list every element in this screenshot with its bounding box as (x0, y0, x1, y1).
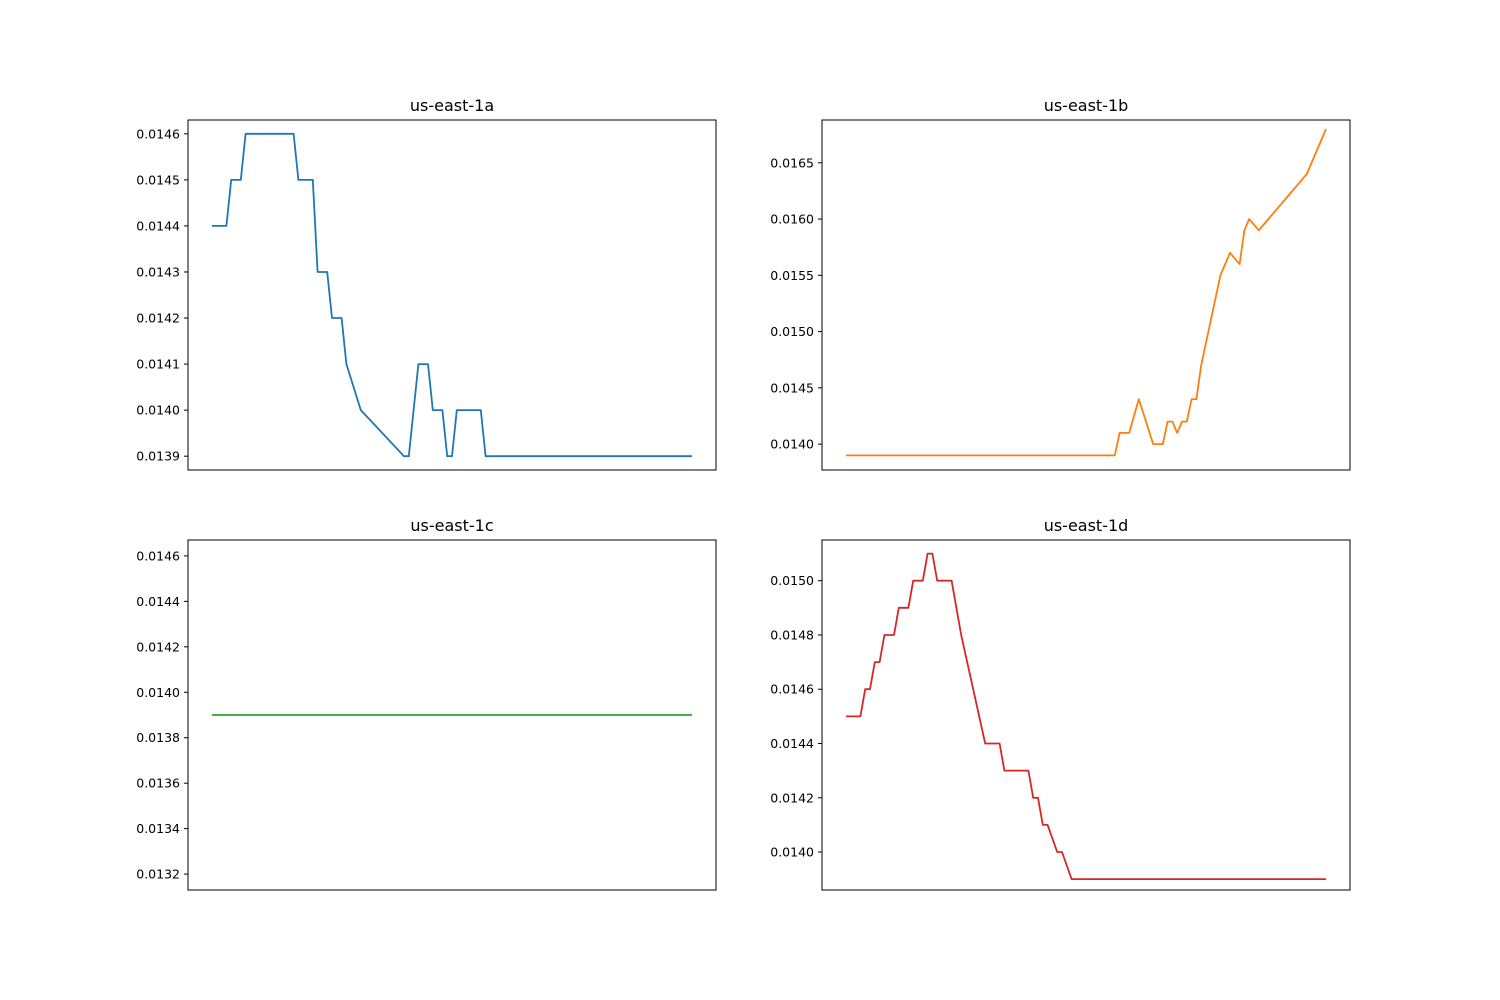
y-tick-label: 0.0165 (770, 155, 814, 170)
y-tick-label: 0.0144 (136, 218, 180, 233)
subplot-title: us-east-1a (410, 96, 494, 115)
y-tick-label: 0.0142 (770, 790, 814, 805)
axes-frame (821, 539, 1351, 891)
subplot-1: us-east-1a 0.0139 0.0140 0.0141 0.0142 0.0143… (136, 96, 717, 471)
axes-frame (821, 119, 1351, 471)
y-tick-label: 0.0140 (136, 685, 180, 700)
y-tick-label: 0.0139 (136, 449, 180, 464)
y-tick-label: 0.0144 (136, 594, 180, 609)
y-tick-label: 0.0140 (136, 403, 180, 418)
subplot-title: us-east-1c (410, 516, 493, 535)
y-tick-label: 0.0148 (770, 627, 814, 642)
series-line (846, 552, 1326, 880)
y-tick-label: 0.0146 (136, 126, 180, 141)
y-tick-label: 0.0145 (770, 380, 814, 395)
y-tick-label: 0.0145 (136, 172, 180, 187)
y-tick-label: 0.0138 (136, 730, 180, 745)
y-tick-label: 0.0136 (136, 776, 180, 791)
y-tick-label: 0.0140 (770, 845, 814, 860)
subplot-title: us-east-1d (1044, 516, 1129, 535)
series-line (846, 128, 1327, 457)
y-tick-label: 0.0160 (770, 212, 814, 227)
subplot-2: us-east-1b 0.0140 0.0145 0.0150 0.0155 0.0160… (770, 96, 1351, 471)
y-tick-label: 0.0134 (136, 821, 180, 836)
subplot-3: us-east-1c 0.0132 0.0134 0.0136 0.0138 0.0140… (136, 516, 717, 891)
axes-frame (187, 119, 717, 471)
y-tick-label: 0.0146 (136, 548, 180, 563)
y-tick-label: 0.0150 (770, 324, 814, 339)
y-tick-label: 0.0144 (770, 736, 814, 751)
y-tick-label: 0.0141 (136, 357, 180, 372)
axes-frame (187, 539, 717, 891)
subplot-4: us-east-1d 0.0140 0.0142 0.0144 0.0146 0.0148… (770, 516, 1351, 891)
y-tick-label: 0.0146 (770, 682, 814, 697)
y-tick-label: 0.0132 (136, 867, 180, 882)
y-tick-label: 0.0140 (770, 437, 814, 452)
subplot-title: us-east-1b (1044, 96, 1129, 115)
y-tick-label: 0.0142 (136, 311, 180, 326)
y-tick-label: 0.0155 (770, 268, 814, 283)
y-tick-label: 0.0150 (770, 573, 814, 588)
y-tick-label: 0.0142 (136, 639, 180, 654)
series-line (212, 132, 692, 458)
y-tick-label: 0.0143 (136, 264, 180, 279)
